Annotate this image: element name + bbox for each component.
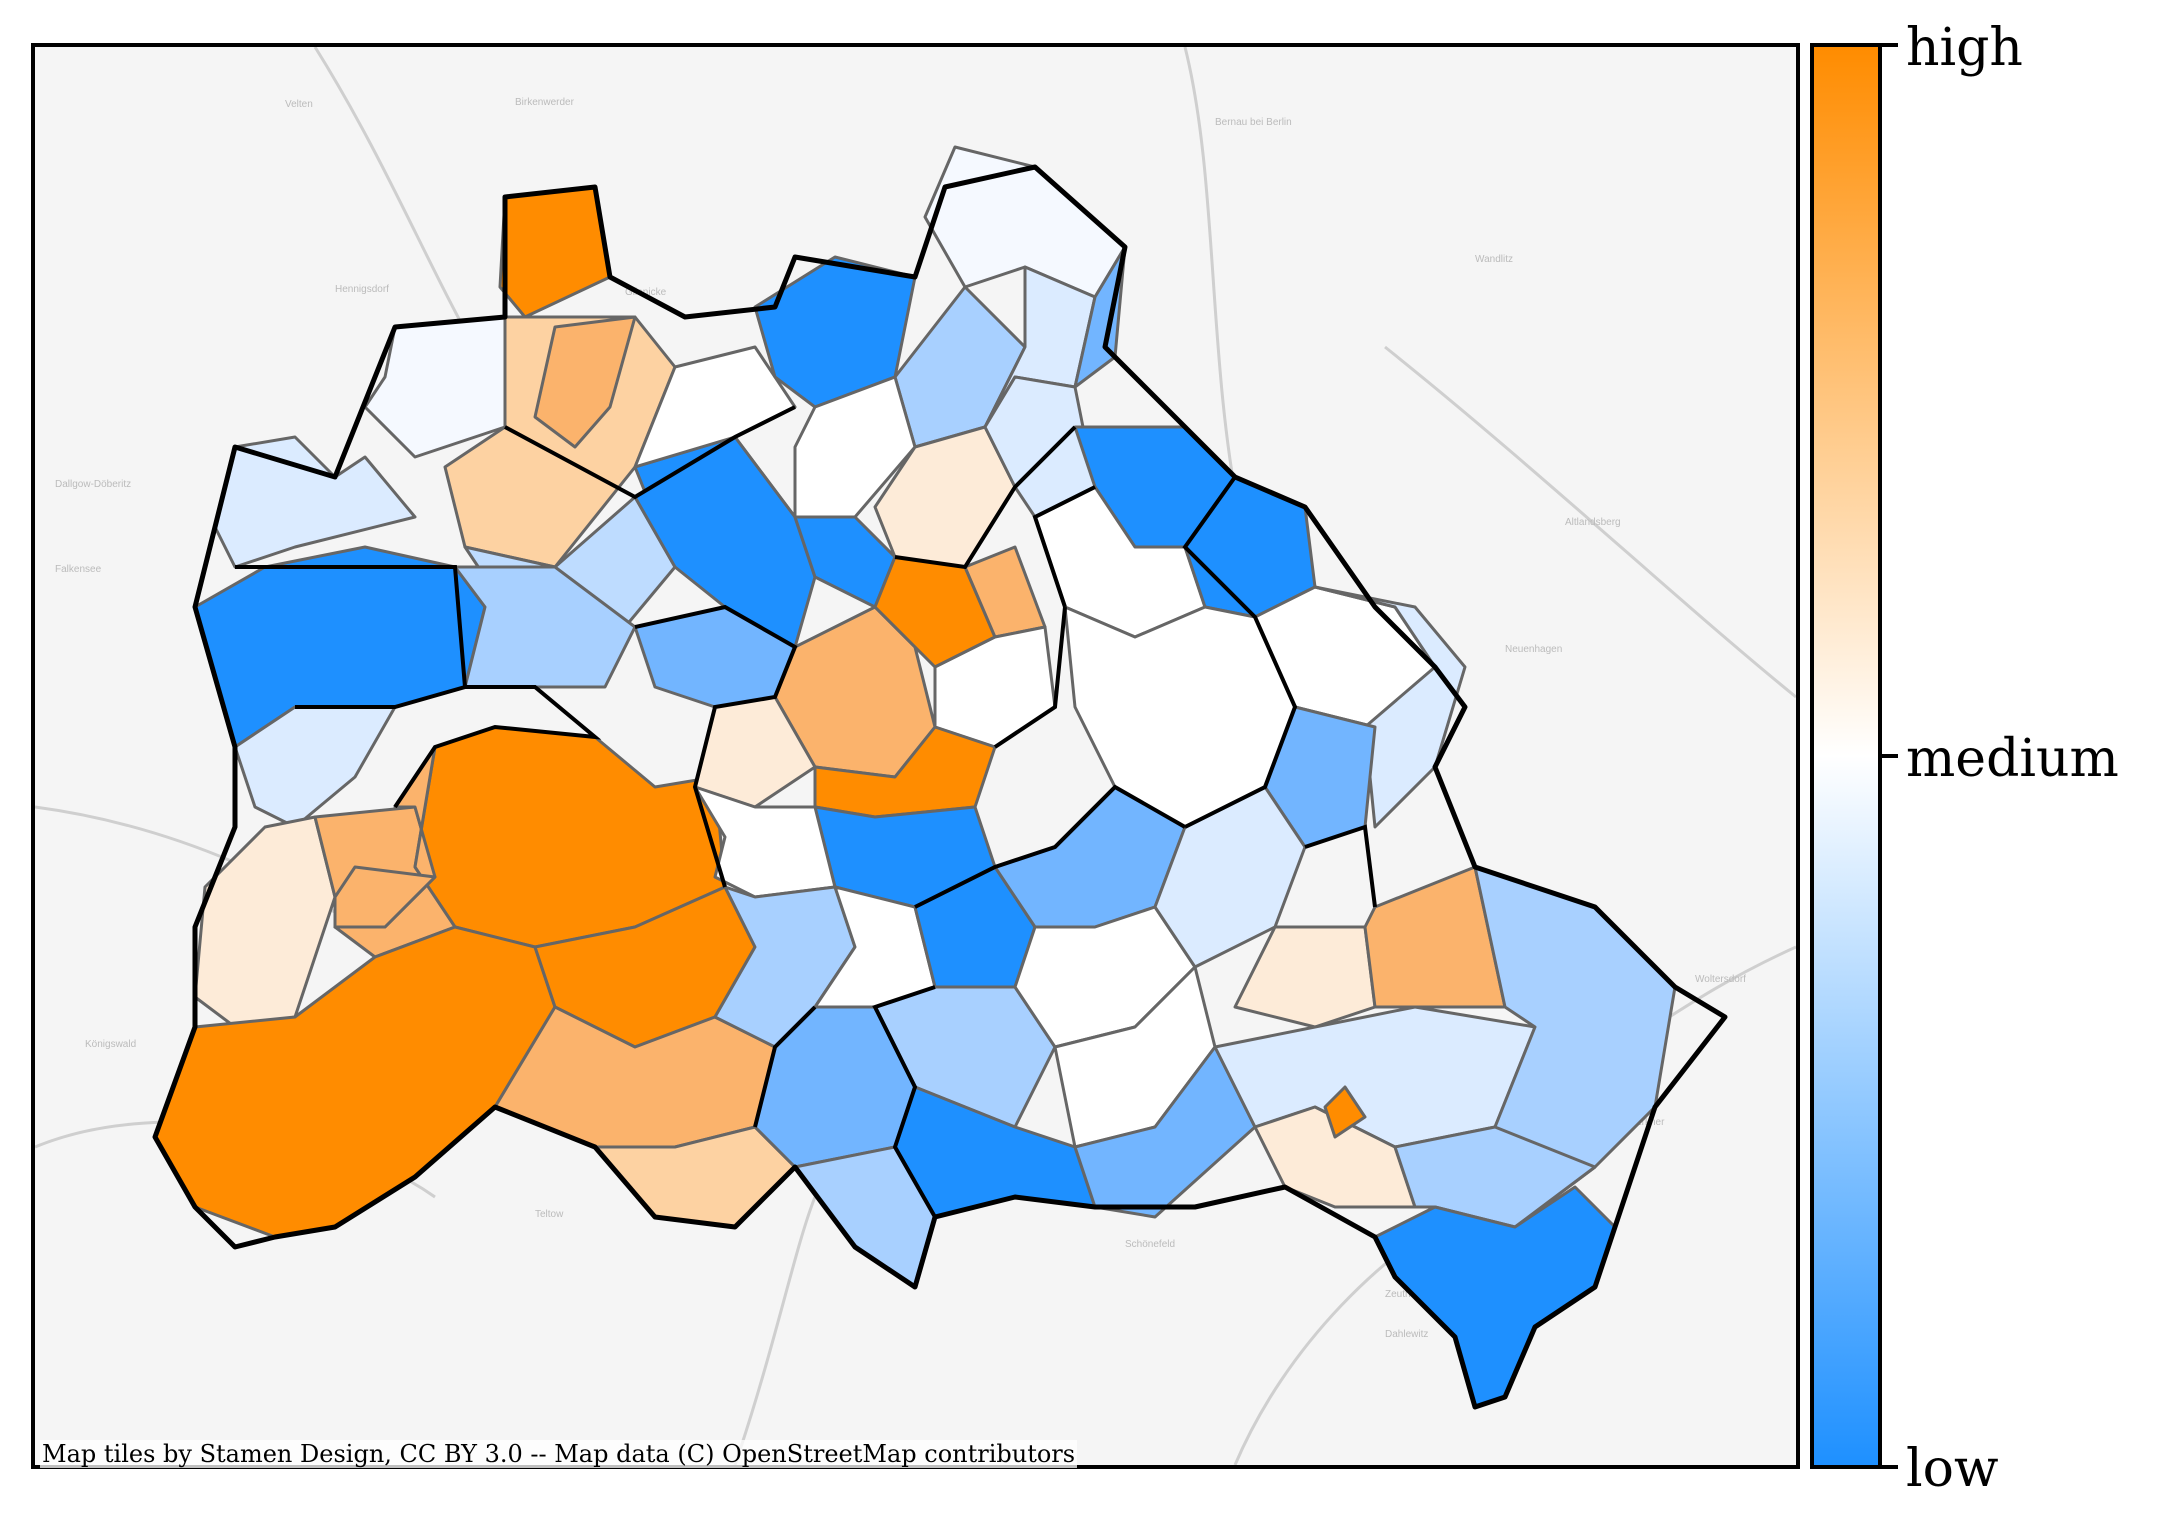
district-polygons (153, 145, 1677, 1409)
place-label: Altlandsberg (1565, 517, 1621, 528)
place-label: Falkensee (55, 564, 102, 575)
colorbar-label-low: low (1906, 1439, 1999, 1499)
colorbar (1810, 43, 1882, 1469)
district-grunewald (333, 865, 437, 929)
district-reinickendorf-e (533, 315, 637, 449)
place-label: Glienicke (625, 287, 667, 298)
place-label: Dallgow-Döberitz (55, 479, 131, 490)
place-label: Wandlitz (1475, 254, 1513, 265)
place-label: Königswald (85, 1039, 136, 1050)
map-panel[interactable]: Velten Birkenwerder Bernau bei Berlin He… (31, 43, 1800, 1469)
berlin-choropleth-map: Velten Birkenwerder Bernau bei Berlin He… (35, 47, 1796, 1465)
colorbar-tick-low (1882, 1465, 1898, 1469)
place-label: Teltow (535, 1209, 564, 1220)
place-label: Zeuthen (1385, 1289, 1422, 1300)
district-westend (333, 745, 457, 959)
place-label: Neuenhagen (1505, 644, 1562, 655)
place-label: Birkenwerder (515, 97, 575, 108)
district-spandau-n (213, 435, 417, 569)
place-label: Woltersdorf (1695, 974, 1746, 985)
basemap-place-labels: Velten Birkenwerder Bernau bei Berlin He… (55, 97, 1746, 1340)
place-label: Schönefeld (1125, 1239, 1175, 1250)
district-charlottenburg-n (453, 565, 637, 689)
map-attribution: Map tiles by Stamen Design, CC BY 3.0 --… (40, 1440, 1078, 1468)
colorbar-tick-high (1882, 43, 1898, 47)
colorbar-label-medium: medium (1906, 729, 2119, 789)
district-wedding (633, 435, 817, 649)
colorbar-tick-medium (1882, 754, 1898, 758)
place-label: Dahlewitz (1385, 1329, 1428, 1340)
borough-boundaries (235, 405, 1377, 1218)
place-label: Velten (285, 99, 313, 110)
district-hellersdorf (1313, 585, 1467, 829)
place-label: Hennigsdorf (335, 284, 389, 295)
district-kopenick-orange (1323, 1085, 1367, 1139)
district-kladow (193, 815, 337, 1029)
colorbar-label-high: high (1906, 18, 2023, 78)
city-boundary (152, 164, 1728, 1410)
district-kopenick-w (1233, 925, 1377, 1029)
place-label: Bernau bei Berlin (1215, 117, 1292, 128)
